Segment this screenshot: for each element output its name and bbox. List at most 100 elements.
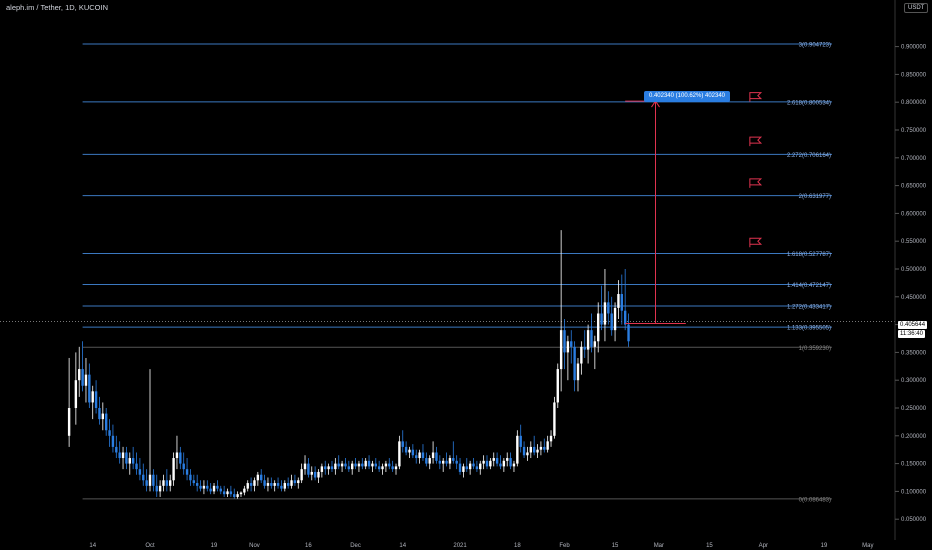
candle-body bbox=[88, 374, 91, 403]
candle-body bbox=[115, 446, 118, 453]
x-tick-label: 16 bbox=[305, 543, 312, 549]
candle-body bbox=[276, 483, 280, 486]
candle-body bbox=[155, 485, 158, 492]
candle-body bbox=[553, 402, 556, 436]
candle-body bbox=[441, 460, 445, 464]
currency-badge[interactable]: USDT bbox=[904, 3, 929, 13]
candle-body bbox=[290, 480, 293, 486]
candle-body bbox=[398, 441, 401, 467]
candle-body bbox=[206, 485, 209, 489]
candle-body bbox=[377, 466, 381, 470]
x-tick-label: 18 bbox=[514, 543, 521, 549]
candle-body bbox=[607, 302, 610, 314]
candle-body bbox=[613, 307, 617, 331]
candle-body bbox=[445, 460, 448, 464]
candle-body bbox=[179, 452, 182, 464]
candle-body bbox=[202, 485, 206, 489]
candle-body bbox=[502, 460, 506, 467]
candle-body bbox=[421, 452, 425, 459]
candle-body bbox=[236, 494, 239, 497]
y-tick-label: 0.300000 bbox=[901, 378, 927, 384]
y-tick-label: 0.750000 bbox=[901, 128, 927, 134]
y-tick-label: 0.250000 bbox=[901, 406, 927, 412]
candle-body bbox=[340, 463, 344, 467]
candles bbox=[67, 230, 630, 499]
candle-body bbox=[81, 369, 84, 386]
x-tick-label: Apr bbox=[759, 543, 768, 549]
y-tick-label: 0.800000 bbox=[901, 100, 927, 106]
candle-body bbox=[158, 485, 162, 492]
candle-body bbox=[108, 430, 111, 436]
y-tick-label: 0.550000 bbox=[901, 239, 927, 245]
candle-body bbox=[381, 466, 384, 470]
candle-body bbox=[458, 463, 462, 472]
candle-body bbox=[627, 324, 630, 342]
flag-icon bbox=[749, 136, 763, 147]
candle-body bbox=[74, 380, 78, 408]
candle-body bbox=[408, 449, 411, 453]
x-tick-label: 14 bbox=[399, 543, 406, 549]
candle-body bbox=[556, 369, 559, 403]
candle-body bbox=[330, 466, 334, 470]
flag-icon bbox=[749, 178, 763, 188]
candle-body bbox=[546, 441, 549, 450]
fib-level-label: 2.272(0.706164) bbox=[787, 153, 831, 159]
candle-body bbox=[148, 474, 152, 486]
fib-level-label: 1.414(0.472147) bbox=[787, 283, 831, 289]
candle-body bbox=[249, 483, 253, 486]
candle-body bbox=[226, 491, 229, 495]
y-tick-label: 0.700000 bbox=[901, 156, 927, 162]
candle-body bbox=[165, 480, 169, 486]
candle-body bbox=[293, 480, 297, 484]
candle-body bbox=[334, 463, 337, 470]
candle-body bbox=[189, 474, 192, 481]
candle-body bbox=[131, 458, 135, 464]
candle-body bbox=[404, 446, 408, 453]
candle-body bbox=[566, 341, 570, 353]
candle-body bbox=[623, 310, 627, 325]
candle-body bbox=[570, 341, 573, 347]
candle-body bbox=[67, 408, 71, 436]
price-range-measure[interactable] bbox=[625, 92, 763, 324]
candle-body bbox=[135, 463, 138, 470]
candle-body bbox=[472, 463, 475, 467]
y-tick-label: 0.200000 bbox=[901, 434, 927, 440]
fibonacci-extension[interactable]: 0(0.086483) 1(0.359230) 1.133(0.395505) 1.2… bbox=[0, 42, 895, 503]
price-axis[interactable]: 0.050000 0.100000 0.150000 0.200000 0.250000… bbox=[894, 0, 927, 540]
x-tick-label: 15 bbox=[706, 543, 713, 549]
candle-body bbox=[600, 313, 603, 325]
candle-body bbox=[199, 485, 202, 489]
candle-body bbox=[536, 449, 539, 453]
y-tick-label: 0.650000 bbox=[901, 184, 927, 190]
candle-body bbox=[519, 435, 522, 447]
y-tick-label: 0.350000 bbox=[901, 350, 927, 356]
candle-body bbox=[260, 474, 263, 481]
candle-body bbox=[283, 483, 286, 489]
candle-body bbox=[145, 480, 148, 486]
candle-body bbox=[590, 330, 593, 347]
candle-body bbox=[361, 463, 364, 467]
candle-body bbox=[580, 346, 583, 364]
candle-body bbox=[549, 435, 553, 442]
candle-body bbox=[324, 466, 327, 470]
fib-level-label: 2.618(0.800534) bbox=[787, 100, 831, 106]
candle-body bbox=[344, 463, 347, 467]
candle-body bbox=[185, 469, 189, 475]
x-tick-label: May bbox=[862, 543, 873, 549]
time-axis[interactable]: 14 Oct 19 Nov 16 Dec 14 2021 18 Feb 15 Mar 15 Apr 19 Ma… bbox=[89, 543, 873, 549]
y-tick-label: 0.450000 bbox=[901, 295, 927, 301]
candle-body bbox=[162, 480, 165, 486]
candle-body bbox=[620, 294, 623, 311]
candle-body bbox=[152, 474, 155, 486]
candle-body bbox=[94, 391, 98, 408]
candle-body bbox=[468, 463, 472, 470]
candle-body bbox=[371, 463, 374, 467]
candle-body bbox=[586, 330, 590, 350]
measure-label: 0.402340 (100.62%) 402340 bbox=[644, 91, 730, 102]
candle-body bbox=[182, 463, 185, 470]
candle-body bbox=[573, 346, 576, 381]
bar-countdown: 11:36:40 bbox=[898, 330, 925, 338]
y-tick-label: 0.100000 bbox=[901, 489, 927, 495]
candle-body bbox=[576, 363, 580, 381]
